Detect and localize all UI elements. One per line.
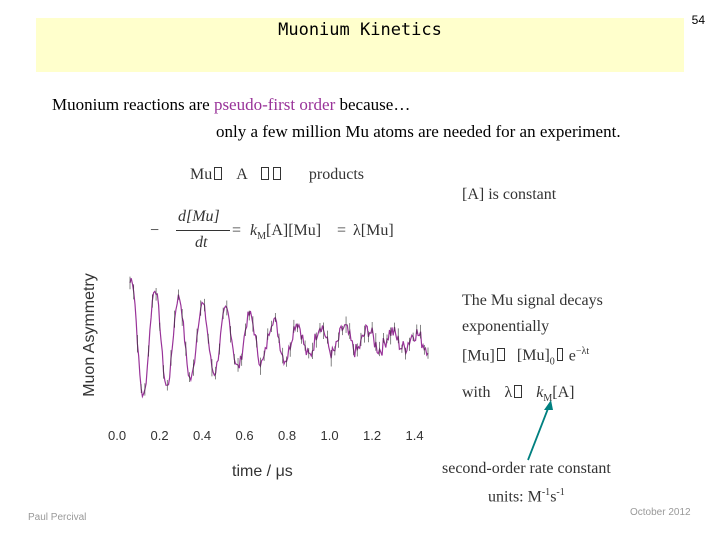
units-prefix: units: M xyxy=(488,488,542,506)
decay-rhs: [Mu] xyxy=(516,347,550,365)
constant-note: [A] is constant xyxy=(462,186,557,203)
decay-sub: 0 xyxy=(549,356,555,368)
intro-line-2: only a few million Mu atoms are needed f… xyxy=(216,122,621,141)
with-lambda: λ xyxy=(504,384,513,401)
signal-text: The Mu signal decays exponentially xyxy=(462,288,603,340)
with-k: k xyxy=(536,384,544,401)
rate-end: λ[Mu] xyxy=(353,222,394,239)
with-equation: with λ kM[A] xyxy=(462,384,574,404)
with-label: with xyxy=(462,384,491,401)
signal-line-2: exponentially xyxy=(462,318,550,335)
intro-suffix: because… xyxy=(335,95,411,114)
rate-eq1: = xyxy=(232,222,242,239)
rate-mid: [A][Mu] xyxy=(266,222,322,239)
x-tick-label: 1.0 xyxy=(320,428,339,443)
intro-line-1: Muonium reactions are pseudo-first order… xyxy=(52,95,410,115)
pointer-arrow xyxy=(527,400,553,461)
missing-glyph-icon xyxy=(272,167,281,180)
x-tick-label: 0.4 xyxy=(193,428,212,443)
missing-glyph-icon xyxy=(260,167,269,180)
footer-date: October 2012 xyxy=(630,507,691,518)
rate-constant-line-1: second-order rate constant xyxy=(442,460,611,477)
missing-glyph-icon xyxy=(214,167,223,180)
x-axis-label: time / μs xyxy=(232,463,293,480)
rate-denominator: dt xyxy=(195,234,208,251)
with-ksub: M xyxy=(543,393,553,405)
slide-title: Muonium Kinetics xyxy=(278,20,442,40)
missing-glyph-icon xyxy=(496,348,505,362)
intro-prefix: Muonium reactions are xyxy=(52,95,214,114)
rate-eq2: = xyxy=(337,222,347,239)
rate-constant-note: second-order rate constant units: M-1s-1 xyxy=(442,457,611,509)
missing-glyph-icon xyxy=(556,348,563,362)
x-tick-label: 1.2 xyxy=(363,428,382,443)
footer-author: Paul Percival xyxy=(28,512,87,523)
x-tick-label: 0.6 xyxy=(235,428,254,443)
decay-lhs: [Mu] xyxy=(462,347,495,365)
decay-equation: [Mu] [Mu]0 e−λt xyxy=(462,346,589,368)
rate-k-group: kM[A][Mu] xyxy=(250,222,321,242)
series-group xyxy=(129,276,429,399)
missing-glyph-icon xyxy=(514,385,523,398)
x-tick-label: 0.2 xyxy=(150,428,169,443)
units-sup-2: -1 xyxy=(556,487,565,498)
rate-k: k xyxy=(250,222,258,239)
rate-ksub: M xyxy=(257,231,267,243)
decay-power: −λt xyxy=(575,346,590,357)
arrow-head-icon xyxy=(544,400,553,410)
rate-equation: − d[Mu] dt = kM[A][Mu] = λ[Mu] xyxy=(150,208,410,258)
x-tick-row: 0.0 0.2 0.4 0.6 0.8 1.0 1.2 1.4 xyxy=(108,428,448,448)
fraction-bar xyxy=(176,230,230,231)
reaction-mu: Mu xyxy=(190,166,213,183)
reaction-a: A xyxy=(236,166,247,183)
decay-exp: e xyxy=(568,347,576,365)
signal-line-1: The Mu signal decays xyxy=(462,292,603,309)
title-band xyxy=(36,18,684,72)
x-tick-label: 0.8 xyxy=(278,428,297,443)
units-mid: s xyxy=(550,488,557,506)
rate-numerator: d[Mu] xyxy=(178,208,220,225)
reaction-products: products xyxy=(308,166,365,183)
asymmetry-chart xyxy=(129,276,429,399)
y-axis-label: Muon Asymmetry xyxy=(81,273,98,397)
x-tick-label: 1.4 xyxy=(405,428,424,443)
units-sup-1: -1 xyxy=(541,487,551,498)
reaction-equation: Mu A products xyxy=(190,166,364,184)
with-a: [A] xyxy=(552,384,575,401)
slide-number: 54 xyxy=(691,13,705,27)
intro-highlight: pseudo-first order xyxy=(213,95,336,114)
arrow-shaft xyxy=(527,405,550,461)
rate-minus: − xyxy=(150,222,160,239)
x-tick-label: 0.0 xyxy=(108,428,127,443)
rate-constant-units: units: M-1s-1 xyxy=(442,481,611,509)
